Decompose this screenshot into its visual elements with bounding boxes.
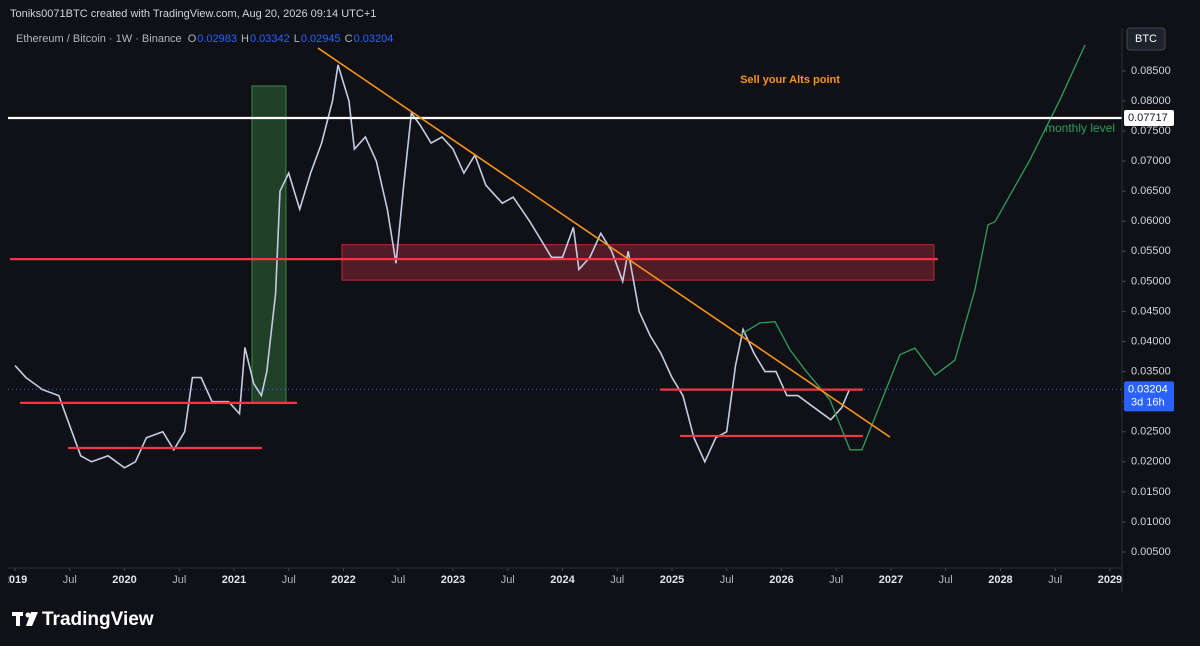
brand: TradingView — [42, 609, 154, 630]
y-tick-label: 0.04000 — [1131, 335, 1171, 347]
level-box — [1124, 109, 1174, 126]
price-axis: 0.005000.010000.015000.020000.025000.030… — [1122, 65, 1174, 558]
caption: Toniks0071BTC created with TradingView.c… — [10, 8, 376, 20]
logo-mark — [16, 612, 20, 626]
x-tick-label: Jul — [63, 574, 77, 586]
y-tick-label: 0.06000 — [1131, 215, 1171, 227]
x-tick-label: 2020 — [112, 574, 136, 586]
y-tick-label: 0.06500 — [1131, 185, 1171, 197]
x-tick-label: 2027 — [879, 574, 903, 586]
ohlc-value: 0.03204 — [354, 33, 394, 45]
x-tick-label: Jul — [720, 574, 734, 586]
logo-mark — [26, 612, 38, 626]
y-tick-label: 0.05000 — [1131, 275, 1171, 287]
x-tick-label: 2022 — [331, 574, 355, 586]
ohlc-value: 0.02983 — [197, 33, 237, 45]
y-tick-label: 0.07000 — [1131, 155, 1171, 167]
y-tick-label: 0.04500 — [1131, 305, 1171, 317]
y-tick-label: 0.08500 — [1131, 65, 1171, 77]
zone — [341, 244, 935, 281]
price-line — [14, 64, 851, 469]
symbol: Ethereum / Bitcoin · 1W · Binance — [16, 33, 182, 45]
last-price-box — [1124, 381, 1174, 412]
x-tick-label: Jul — [282, 574, 296, 586]
y-tick-label: 0.03500 — [1131, 365, 1171, 377]
annotation: monthly level — [1045, 121, 1115, 135]
y-tick-label: 0.02000 — [1131, 456, 1171, 468]
countdown: 3d 16h — [1131, 396, 1165, 408]
x-tick-label: 2019 — [3, 574, 27, 586]
ohlc-label: C — [345, 33, 353, 45]
y-tick-label: 0.02500 — [1131, 426, 1171, 438]
x-tick-label: 2026 — [769, 574, 793, 586]
trendline — [317, 47, 891, 438]
currency-box — [1126, 27, 1166, 51]
y-tick-label: 0.05500 — [1131, 245, 1171, 257]
currency: BTC — [1135, 33, 1157, 45]
y-tick-label: 0.01500 — [1131, 486, 1171, 498]
x-tick-label: Jul — [829, 574, 843, 586]
ohlc-label: H — [241, 33, 249, 45]
annotation: Sell your Alts point — [740, 74, 840, 86]
x-tick-label: Jul — [939, 574, 953, 586]
price-line — [739, 44, 1086, 451]
y-tick-label: 0.08000 — [1131, 95, 1171, 107]
ohlc-value: 0.02945 — [301, 33, 341, 45]
y-tick-label: 0.01000 — [1131, 516, 1171, 528]
last-price-label: 0.03204 — [1128, 383, 1168, 395]
x-tick-label: 2023 — [441, 574, 465, 586]
x-tick-label: 2028 — [988, 574, 1012, 586]
y-tick-label: 0.00500 — [1131, 546, 1171, 558]
level-label: 0.07717 — [1128, 112, 1168, 124]
logo: TradingView — [12, 609, 154, 630]
ohlc-label: L — [294, 33, 300, 45]
time-axis: 2019 Jul 2020 Jul 2021 Jul 2022 Jul 2023 Jul 2024 J… — [3, 568, 1122, 586]
x-tick-label: 2024 — [550, 574, 575, 586]
plot — [8, 44, 1122, 469]
logo-mark — [25, 612, 31, 618]
x-tick-label: Jul — [172, 574, 186, 586]
x-tick-label: Jul — [501, 574, 515, 586]
y-tick-label: 0.07500 — [1131, 125, 1171, 137]
x-tick-label: Jul — [1048, 574, 1062, 586]
x-tick-label: Jul — [391, 574, 405, 586]
x-tick-label: 2029 — [1098, 574, 1122, 586]
ohlc-label: O — [188, 33, 197, 45]
x-tick-label: 2021 — [222, 574, 246, 586]
x-tick-label: 2025 — [660, 574, 684, 586]
x-tick-label: Jul — [610, 574, 624, 586]
ohlc-value: 0.03342 — [250, 33, 290, 45]
